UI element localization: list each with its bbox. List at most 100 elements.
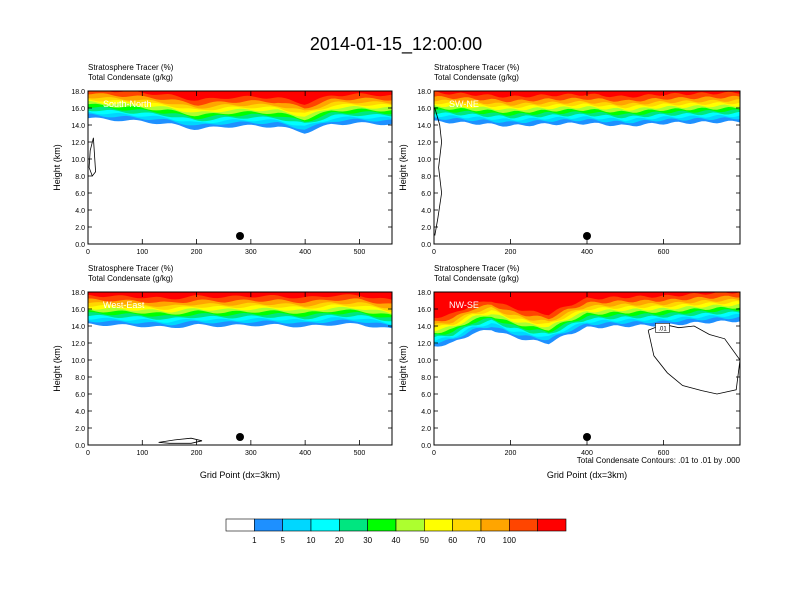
- y-tick-label: 0.0: [421, 242, 431, 249]
- x-tick-label: 500: [354, 249, 366, 256]
- subtitle-condensate: Total Condensate (g/kg): [434, 73, 519, 82]
- colorbar-segment: [339, 518, 368, 532]
- y-tick-label: 8.0: [421, 375, 431, 382]
- y-tick-label: 4.0: [75, 409, 85, 416]
- y-tick-label: 4.0: [75, 208, 85, 215]
- colorbar-label: 1: [252, 536, 257, 545]
- y-tick-label: 8.0: [75, 375, 85, 382]
- y-tick-label: 0.0: [75, 242, 85, 249]
- y-tick-label: 18.0: [417, 290, 431, 297]
- colorbar-segment: [310, 518, 340, 532]
- y-tick-label: 4.0: [421, 208, 431, 215]
- panel-nw-se: 0.0 2.0 4.0 6.0 8.0 10.0 12.0 14.0 16.0 18.0 0 200 4…: [398, 264, 741, 480]
- tracer-band-10: [88, 292, 392, 300]
- condensate-contour: [88, 137, 97, 177]
- y-tick-label: 16.0: [417, 307, 431, 314]
- condensate-contour: [647, 323, 740, 395]
- colorbar-segment: [395, 518, 425, 532]
- location-marker: [236, 232, 244, 240]
- condensate-footnote: Total Condensate Contours: .01 to .01 by…: [577, 456, 741, 465]
- x-tick-label: 0: [86, 249, 90, 256]
- y-tick-label: 4.0: [421, 409, 431, 416]
- y-tick-label: 10.0: [71, 358, 85, 365]
- plot-area: [88, 292, 392, 444]
- x-tick-label: 500: [354, 450, 366, 457]
- colorbar-segment: [480, 518, 510, 532]
- y-tick-label: 12.0: [71, 140, 85, 147]
- x-tick-label: 200: [505, 450, 517, 457]
- x-tick-label: 600: [658, 450, 670, 457]
- plot-area: [88, 91, 392, 177]
- colorbar-label: 60: [448, 536, 457, 545]
- panel-label: South-North: [103, 99, 152, 109]
- plot-area: [434, 91, 740, 236]
- y-tick-label: 0.0: [75, 443, 85, 450]
- plot-frame: [87, 291, 393, 446]
- x-tick-label: 400: [581, 450, 593, 457]
- y-tick-label: 12.0: [417, 140, 431, 147]
- colorbar-label: 5: [280, 536, 285, 545]
- subtitle-tracer: Stratosphere Tracer (%): [434, 63, 520, 72]
- panel-label: West-East: [103, 300, 145, 310]
- colorbar-label: 50: [420, 536, 429, 545]
- panel-label: NW-SE: [449, 300, 479, 310]
- y-tick-label: 14.0: [417, 324, 431, 331]
- subtitle-condensate: Total Condensate (g/kg): [88, 274, 173, 283]
- x-tick-label: 0: [432, 450, 436, 457]
- y-tick-label: 18.0: [71, 89, 85, 96]
- x-tick-label: 100: [136, 450, 148, 457]
- y-tick-label: 10.0: [417, 157, 431, 164]
- y-tick-label: 12.0: [71, 341, 85, 348]
- y-tick-label: 14.0: [417, 123, 431, 130]
- colorbar-segment: [509, 518, 538, 532]
- subtitle-tracer: Stratosphere Tracer (%): [88, 264, 174, 273]
- colorbar-segment: [452, 518, 482, 532]
- x-tick-label: 400: [581, 249, 593, 256]
- colorbar-label: 40: [392, 536, 401, 545]
- x-tick-label: 200: [191, 249, 203, 256]
- location-marker: [236, 433, 244, 441]
- y-tick-label: 2.0: [75, 426, 85, 433]
- y-axis-label: Height (km): [398, 144, 408, 191]
- y-tick-label: 0.0: [421, 443, 431, 450]
- panels: 0.0 2.0 4.0 6.0 8.0 10.0 12.0 14.0 16.0 18.0 0 100 2…: [52, 63, 741, 480]
- colorbar-label: 30: [363, 536, 372, 545]
- figure-title: 2014-01-15_12:00:00: [310, 34, 482, 55]
- y-axis-label: Height (km): [398, 345, 408, 392]
- y-tick-label: 6.0: [421, 191, 431, 198]
- y-tick-label: 10.0: [417, 358, 431, 365]
- x-tick-label: 300: [245, 450, 257, 457]
- tracer-band-10: [88, 91, 392, 105]
- y-tick-label: 2.0: [421, 426, 431, 433]
- y-tick-label: 6.0: [75, 392, 85, 399]
- panel-sw-ne: 0.0 2.0 4.0 6.0 8.0 10.0 12.0 14.0 16.0 18.0 0 200 4…: [398, 63, 741, 256]
- colorbar-segment: [254, 518, 283, 532]
- colorbar-segment: [424, 518, 453, 532]
- colorbar-label: 100: [503, 536, 517, 545]
- y-tick-label: 16.0: [71, 106, 85, 113]
- y-tick-label: 10.0: [71, 157, 85, 164]
- plot-area: [434, 292, 740, 395]
- y-tick-label: 16.0: [417, 106, 431, 113]
- x-tick-label: 0: [432, 249, 436, 256]
- colorbar: 1 5 10 20 30 40 50 60 70 100: [225, 518, 567, 545]
- panel-west-east: 0.0 2.0 4.0 6.0 8.0 10.0 12.0 14.0 16.0 18.0 0 100 2…: [52, 264, 393, 480]
- x-tick-label: 200: [191, 450, 203, 457]
- y-tick-label: 14.0: [71, 123, 85, 130]
- colorbar-segment: [282, 518, 312, 532]
- colorbar-segment: [367, 518, 397, 532]
- condensate-contour: [158, 437, 203, 444]
- y-tick-label: 18.0: [417, 89, 431, 96]
- y-tick-label: 6.0: [75, 191, 85, 198]
- y-tick-label: 8.0: [421, 174, 431, 181]
- x-tick-label: 400: [299, 249, 311, 256]
- location-marker: [583, 232, 591, 240]
- y-tick-label: 18.0: [71, 290, 85, 297]
- colorbar-segment: [537, 518, 567, 532]
- colorbar-label: 20: [335, 536, 344, 545]
- y-tick-label: 14.0: [71, 324, 85, 331]
- tracer-band-10: [434, 292, 740, 318]
- subtitle-tracer: Stratosphere Tracer (%): [434, 264, 520, 273]
- y-tick-label: 16.0: [71, 307, 85, 314]
